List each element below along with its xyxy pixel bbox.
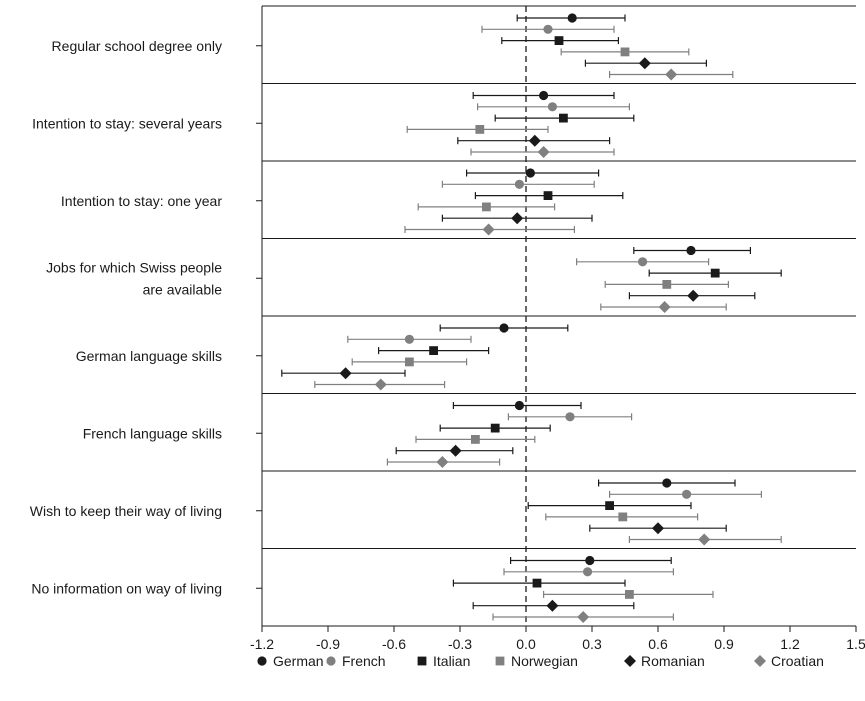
norwegian-point bbox=[620, 47, 630, 57]
croatian-point bbox=[482, 223, 495, 236]
croatian-point bbox=[374, 378, 387, 391]
x-tick-label: 0.0 bbox=[516, 636, 536, 652]
italian-point bbox=[605, 501, 614, 510]
german-point bbox=[514, 400, 525, 411]
norwegian-point bbox=[618, 512, 628, 522]
category-label: Intention to stay: several years bbox=[32, 115, 222, 131]
french-point bbox=[638, 257, 648, 267]
german-point bbox=[539, 90, 549, 101]
category-labels: Regular school degree only Intention to s… bbox=[30, 38, 262, 596]
legend: German French Italian Norwegian Romanian Croa… bbox=[257, 653, 824, 669]
legend-label: Romanian bbox=[641, 653, 705, 669]
german-point bbox=[499, 323, 509, 333]
plot-panels bbox=[261, 5, 856, 627]
legend-marker-circle-icon bbox=[326, 656, 336, 666]
german-point bbox=[567, 13, 577, 23]
italian-point bbox=[554, 36, 564, 45]
legend-item-french: French bbox=[326, 653, 386, 669]
norwegian-point bbox=[625, 590, 634, 599]
croatian-point bbox=[537, 146, 550, 158]
italian-point bbox=[490, 423, 500, 433]
legend-item-croatian: Croatian bbox=[754, 653, 824, 669]
german-point bbox=[525, 168, 536, 178]
legend-label: Croatian bbox=[771, 653, 824, 669]
norwegian-point bbox=[471, 435, 480, 444]
french-point bbox=[404, 334, 414, 344]
french-point bbox=[565, 412, 575, 422]
legend-marker-square-icon bbox=[495, 656, 505, 666]
legend-item-german: German bbox=[257, 653, 324, 669]
romanian-point bbox=[638, 57, 651, 70]
category-label: No information on way of living bbox=[31, 580, 222, 596]
legend-label: German bbox=[273, 653, 324, 669]
legend-item-norwegian: Norwegian bbox=[495, 653, 578, 669]
norwegian-point bbox=[405, 357, 414, 367]
legend-item-romanian: Romanian bbox=[624, 653, 705, 669]
x-tick-label: 0.9 bbox=[714, 636, 734, 652]
german-point bbox=[686, 245, 696, 256]
italian-point bbox=[710, 268, 720, 278]
x-tick-label: -0.9 bbox=[316, 636, 340, 652]
romanian-point bbox=[339, 367, 352, 380]
romanian-point bbox=[652, 522, 664, 535]
croatian-point bbox=[658, 301, 671, 313]
romanian-point bbox=[449, 444, 462, 457]
legend-label: Italian bbox=[433, 653, 470, 669]
french-point bbox=[682, 489, 692, 499]
legend-marker-circle-icon bbox=[257, 656, 267, 666]
croatian-point bbox=[698, 533, 711, 546]
legend-item-italian: Italian bbox=[417, 653, 470, 669]
x-tick-label: 1.5 bbox=[846, 636, 865, 652]
italian-point bbox=[429, 346, 438, 355]
croatian-point bbox=[577, 611, 590, 623]
category-label: Wish to keep their way of living bbox=[30, 503, 222, 519]
legend-label: French bbox=[342, 653, 386, 669]
category-label: are available bbox=[143, 281, 223, 297]
german-point bbox=[585, 555, 595, 566]
french-point bbox=[514, 179, 525, 189]
german-point bbox=[662, 478, 672, 488]
category-label: Regular school degree only bbox=[52, 38, 222, 54]
romanian-point bbox=[528, 134, 541, 147]
category-label: Intention to stay: one year bbox=[61, 193, 222, 209]
french-point bbox=[583, 567, 593, 577]
x-tick-label: 0.6 bbox=[648, 636, 668, 652]
croatian-point bbox=[665, 68, 678, 81]
category-label: Jobs for which Swiss people bbox=[46, 259, 222, 275]
italian-point bbox=[543, 191, 553, 200]
x-tick-label: -0.6 bbox=[382, 636, 406, 652]
data-marks bbox=[281, 13, 782, 623]
legend-marker-diamond-icon bbox=[624, 655, 636, 667]
norwegian-point bbox=[475, 125, 485, 134]
x-tick-label: -1.2 bbox=[250, 636, 274, 652]
italian-point bbox=[559, 113, 568, 123]
category-label: French language skills bbox=[83, 425, 222, 441]
romanian-point bbox=[546, 599, 559, 612]
legend-label: Norwegian bbox=[511, 653, 578, 669]
x-axis: -1.2 -0.9 -0.6 -0.3 0.0 0.3 0.6 0.9 1.2 1.5 bbox=[250, 625, 865, 652]
legend-marker-diamond-icon bbox=[754, 655, 766, 667]
norwegian-point bbox=[482, 202, 491, 212]
x-tick-label: -0.3 bbox=[448, 636, 472, 652]
x-tick-label: 0.3 bbox=[582, 636, 602, 652]
x-tick-label: 1.2 bbox=[780, 636, 800, 652]
category-label: German language skills bbox=[76, 348, 222, 364]
french-point bbox=[547, 102, 558, 112]
romanian-point bbox=[511, 212, 524, 225]
croatian-point bbox=[436, 456, 449, 468]
french-point bbox=[543, 24, 553, 34]
norwegian-point bbox=[662, 280, 672, 289]
legend-marker-square-icon bbox=[417, 656, 427, 666]
romanian-point bbox=[687, 289, 700, 302]
italian-point bbox=[532, 578, 542, 588]
